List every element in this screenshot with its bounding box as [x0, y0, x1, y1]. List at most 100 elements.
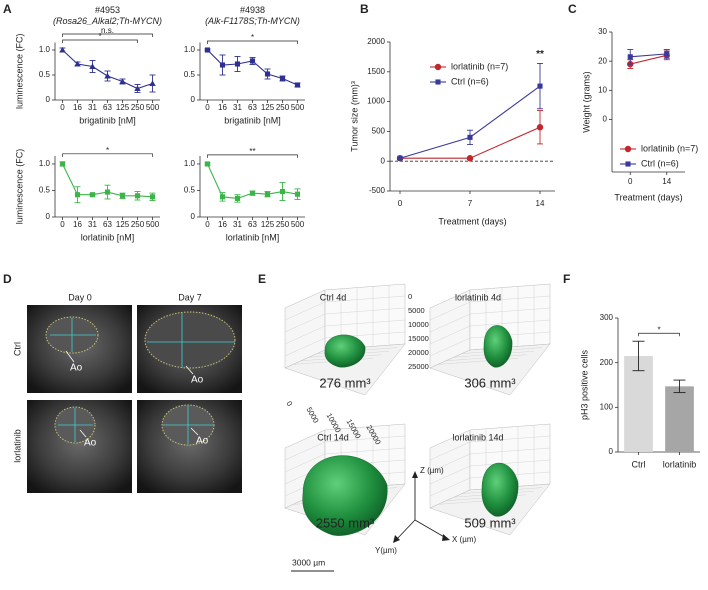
x-tick-label: 250 [131, 103, 145, 112]
x-tick-label: 16 [73, 220, 82, 229]
tumor-render [324, 334, 366, 368]
x-tick-label: 0 [205, 220, 210, 229]
x-tick-label: 16 [218, 103, 227, 112]
x-tick-label: 500 [146, 220, 160, 229]
y-tick-label: 0 [191, 212, 196, 221]
render-title: Ctrl 14d [317, 432, 349, 442]
x-axis-label: Treatment (days) [438, 216, 506, 226]
x-tick-label: 16 [73, 103, 82, 112]
column-label: Day 7 [178, 292, 202, 302]
x-axis-label: brigatinib [nM] [224, 115, 281, 125]
marker [397, 155, 403, 161]
y-tick-label: 0.5 [184, 70, 196, 79]
arrow-head [393, 535, 400, 543]
y-axis-label: luminescence (FC) [14, 33, 24, 109]
tumor-render [483, 325, 513, 368]
marker [536, 124, 544, 131]
z-tick-label: 5000 [408, 306, 425, 315]
grid-line [324, 319, 406, 327]
grid-line [429, 325, 471, 345]
y-tick-label: 1.0 [39, 159, 51, 168]
x-tick-label: 125 [116, 103, 130, 112]
axis-label: X (µm) [452, 535, 476, 544]
marker [279, 188, 286, 195]
chart: 0 0.5 1.0 0 16 31 63 125 250 500 lorlatinib [nM] ** [184, 147, 305, 242]
x-tick-label: 500 [291, 103, 305, 112]
x-tick-label: 63 [103, 220, 112, 229]
y-tick-label: 100 [600, 402, 614, 411]
x-tick-label: 125 [261, 103, 275, 112]
panel-letter: C [568, 2, 577, 16]
marker [204, 47, 211, 53]
grid-line [429, 477, 471, 497]
series-line [630, 54, 667, 65]
grid-line [324, 307, 406, 315]
significance-label: * [98, 32, 101, 41]
x-tick-label: Ctrl [632, 459, 646, 469]
x-tick-label: 250 [131, 220, 145, 229]
tumor-render [302, 455, 388, 536]
chart-title: #4938 [240, 5, 265, 15]
y-tick-label: 0 [191, 95, 196, 104]
x-tick-label: 250 [276, 220, 290, 229]
panel-letter: E [258, 272, 266, 286]
axis-arrow [395, 519, 416, 541]
marker [467, 134, 473, 140]
arrow [185, 365, 194, 375]
grid-line [429, 465, 471, 485]
x-tick-label: 5000 [305, 405, 321, 424]
y-tick-label: 300 [600, 313, 614, 322]
chart: -500 0 500 1000 1500 2000 0 7 14 Treatment (days)… [349, 37, 555, 226]
tumor-render [481, 462, 519, 517]
y-tick-label: 0 [381, 156, 386, 165]
marker [59, 46, 66, 53]
axis-arrow [414, 519, 447, 539]
y-tick-label: 1500 [367, 67, 385, 76]
ultrasound-panel: Day 0 Day 7 Ctrl lorlatinib Ao Ao Ao Ao [12, 292, 242, 493]
arrow-head [442, 534, 450, 541]
grid-line [469, 319, 551, 327]
chart: 0 100 200 300 Ctrl lorlatinib pH3 positive cel… [579, 313, 700, 469]
grid-line [284, 301, 326, 321]
grid-line [284, 337, 326, 357]
grid-line [469, 295, 551, 303]
significance-bracket [62, 153, 153, 157]
chart-title: #4953 [95, 5, 120, 15]
y-tick-label: 0.5 [39, 70, 51, 79]
volume-label: 2550 mm³ [316, 515, 375, 530]
legend-label: lorlatinib (n=7) [641, 143, 698, 153]
grid-line [284, 441, 326, 461]
marker [537, 83, 543, 89]
bar [624, 355, 653, 452]
grid-line [284, 325, 326, 345]
render-panel: Ctrl 4d 276 mm³ lorlatinib 4d 306 mm³ Ctrl 1… [284, 283, 551, 572]
x-tick-label: 63 [248, 103, 257, 112]
x-tick-label: 31 [233, 103, 242, 112]
y-tick-label: 500 [372, 127, 386, 136]
series-line [399, 85, 541, 159]
significance-label: n.s. [101, 26, 114, 35]
y-tick-label: 0 [46, 212, 51, 221]
x-tick-label: 0 [398, 199, 403, 208]
y-tick-label: 1.0 [184, 45, 196, 54]
panel-letter: F [563, 272, 570, 286]
x-tick-label: 31 [88, 220, 97, 229]
y-tick-label: 0 [46, 95, 51, 104]
y-tick-label: 0 [603, 115, 608, 124]
y-tick-label: 10 [598, 85, 607, 94]
marker [249, 58, 256, 64]
grid-line [469, 447, 551, 455]
annotation: ** [536, 49, 544, 60]
marker [434, 63, 442, 71]
marker [435, 79, 441, 85]
marker [119, 78, 126, 85]
marker [624, 145, 632, 153]
grid-line [429, 337, 471, 357]
grid-line [284, 453, 326, 473]
axis-label: Z (µm) [420, 466, 444, 475]
legend-label: Ctrl (n=6) [641, 158, 679, 168]
grid-line [324, 295, 406, 303]
x-tick-label: 31 [88, 103, 97, 112]
x-tick-label: 500 [291, 220, 305, 229]
